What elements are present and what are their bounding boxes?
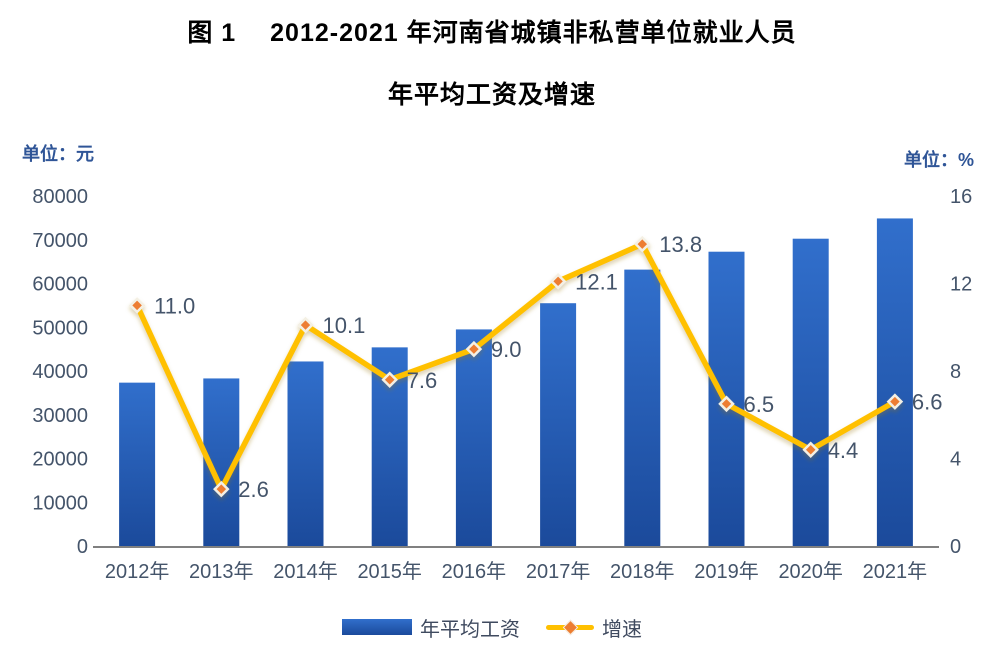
bar-2017年 [540, 303, 577, 546]
legend: 年平均工资 增速 [0, 612, 984, 642]
growth-data-label: 10.1 [323, 313, 366, 338]
growth-line-group [128, 235, 904, 498]
growth-marker-2016年 [465, 340, 483, 358]
bar-2014年 [287, 361, 324, 546]
x-axis-label-2020年: 2020年 [778, 560, 843, 583]
growth-data-label: 12.1 [575, 269, 618, 294]
growth-marker-2013年 [213, 480, 230, 498]
growth-data-label: 11.0 [154, 293, 195, 318]
bar-2018年 [624, 269, 661, 546]
left-axis-tick: 30000 [32, 405, 88, 427]
legend-bar-label: 年平均工资 [420, 618, 520, 641]
right-axis-unit-label: 单位：% [903, 150, 974, 170]
legend-diamond-marker-icon [562, 619, 579, 636]
left-axis-tick: 70000 [32, 230, 88, 252]
growth-data-label: 6.5 [744, 392, 775, 417]
right-axis-tick: 16 [950, 186, 972, 208]
legend-line-swatch-icon [546, 619, 594, 636]
x-axis-label-2017年: 2017年 [526, 560, 591, 583]
left-axis-tick: 40000 [32, 361, 88, 383]
growth-marker-2017年 [549, 273, 567, 290]
right-axis-tick: 12 [950, 274, 972, 296]
bar-2016年 [455, 329, 492, 546]
x-axis-label-2013年: 2013年 [189, 560, 254, 583]
legend-item-growth: 增速 [546, 613, 642, 642]
growth-marker-2019年 [718, 395, 735, 413]
growth-data-label: 4.4 [828, 438, 859, 463]
legend-line-label: 增速 [602, 618, 642, 641]
right-axis-tick: 4 [950, 449, 961, 471]
chart-title-line1: 图 1 2012-2021 年河南省城镇非私营单位就业人员 [187, 19, 797, 47]
x-axis-label-2015年: 2015年 [357, 560, 422, 583]
x-axis-label-2012年: 2012年 [105, 560, 170, 583]
bar-2012年 [119, 382, 156, 546]
left-axis-tick: 50000 [32, 317, 88, 339]
chart-title-line2: 年平均工资及增速 [387, 81, 596, 109]
x-axis-label-2019年: 2019年 [694, 560, 759, 583]
x-axis-label-2018年: 2018年 [610, 560, 675, 583]
right-axis-tick: 0 [950, 536, 961, 558]
growth-data-label: 6.6 [912, 390, 943, 415]
growth-data-label: 13.8 [659, 232, 702, 257]
growth-marker-2021年 [886, 393, 904, 410]
left-axis-tick: 10000 [32, 492, 88, 514]
growth-line [134, 241, 898, 492]
x-axis-label-2021年: 2021年 [863, 560, 928, 583]
growth-data-label: 7.6 [407, 368, 438, 393]
right-axis-tick: 8 [950, 361, 961, 383]
bar-2021年 [876, 218, 913, 546]
x-axis-label-2016年: 2016年 [442, 560, 507, 583]
x-axis-label-2014年: 2014年 [273, 560, 338, 583]
left-axis-unit-label: 单位：元 [22, 144, 94, 164]
bar-2020年 [792, 238, 829, 546]
left-axis-tick: 0 [77, 536, 88, 558]
growth-data-label: 2.6 [238, 477, 269, 502]
growth-marker-2020年 [802, 441, 819, 459]
growth-marker-2012年 [128, 297, 146, 314]
legend-item-wage: 年平均工资 [342, 613, 520, 642]
left-axis-tick: 20000 [32, 449, 88, 471]
growth-marker-2014年 [297, 316, 314, 334]
left-axis-tick: 80000 [32, 186, 88, 208]
growth-data-label: 9.0 [491, 337, 522, 362]
growth-marker-2018年 [634, 235, 651, 253]
legend-bar-swatch-icon [342, 619, 412, 635]
growth-marker-2015年 [381, 371, 398, 389]
left-axis-tick: 60000 [32, 274, 88, 296]
